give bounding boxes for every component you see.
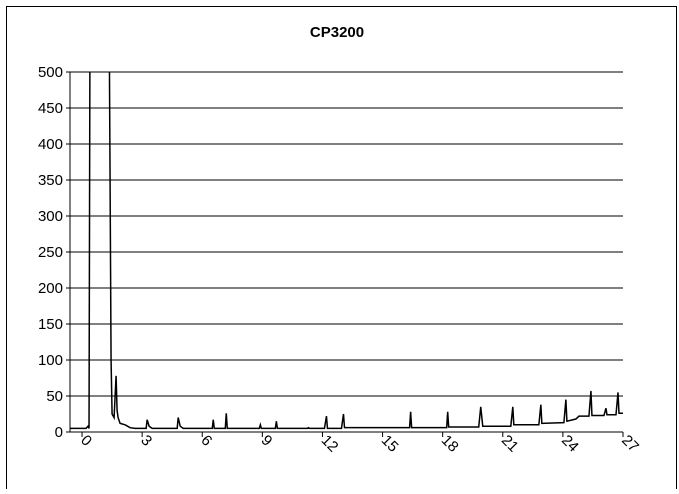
y-tick-label: 300 xyxy=(38,208,63,225)
y-tick-label: 150 xyxy=(38,316,63,333)
x-tick-label: 3 xyxy=(137,432,155,450)
x-tick-label: 27 xyxy=(618,432,642,456)
y-tick-label: 450 xyxy=(38,100,63,117)
chart-title: CP3200 xyxy=(310,24,364,41)
y-tick-label: 500 xyxy=(38,64,63,81)
x-tick-label: 24 xyxy=(558,432,582,456)
x-tick-label: 9 xyxy=(258,432,276,450)
x-tick-label: 18 xyxy=(438,432,462,456)
y-tick-label: 400 xyxy=(38,136,63,153)
x-tick-label: 21 xyxy=(498,432,522,456)
y-tick-label: 200 xyxy=(38,280,63,297)
data-line xyxy=(70,72,623,430)
x-tick-label: 6 xyxy=(197,432,215,450)
y-tick-label: 350 xyxy=(38,172,63,189)
x-tick-label: 15 xyxy=(378,432,402,456)
y-tick-label: 0 xyxy=(55,424,63,441)
x-tick-label: 12 xyxy=(318,432,342,456)
y-tick-label: 50 xyxy=(46,388,63,405)
x-tick-label: 0 xyxy=(77,432,95,450)
chart-frame xyxy=(6,6,677,489)
y-tick-label: 100 xyxy=(38,352,63,369)
y-tick-label: 250 xyxy=(38,244,63,261)
